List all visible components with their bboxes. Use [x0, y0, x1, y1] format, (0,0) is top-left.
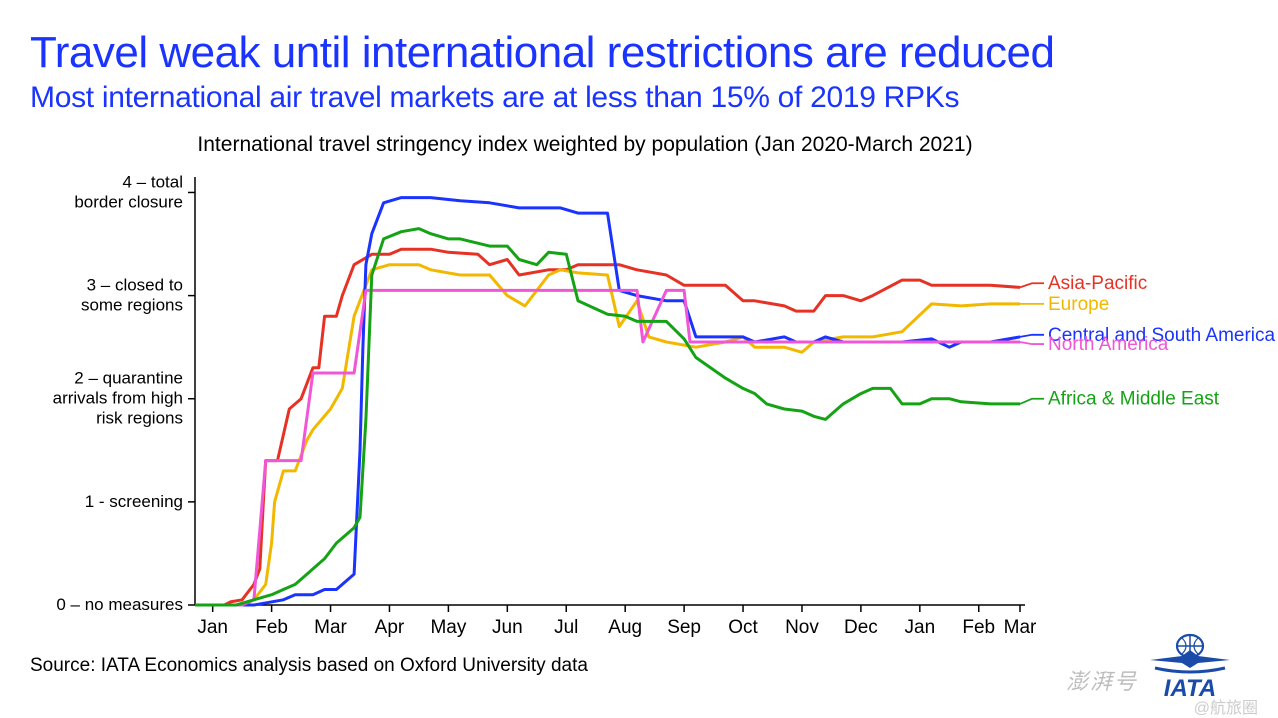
legend-label: Asia-Pacific [1048, 273, 1147, 294]
x-axis-label: Oct [728, 617, 758, 637]
x-axis-label: Feb [962, 617, 995, 637]
y-axis-label: 1 - screening [85, 491, 183, 510]
x-axis-label: Dec [844, 617, 878, 637]
x-axis-label: Sep [667, 617, 701, 637]
x-axis-label: Apr [375, 617, 405, 637]
page-title: Travel weak until international restrict… [30, 28, 1248, 79]
y-axis-label: 2 – quarantine [74, 368, 183, 387]
series-line [195, 197, 1020, 604]
x-axis-label: May [430, 617, 466, 637]
y-axis-label: risk regions [96, 408, 183, 427]
x-axis-label: Jul [554, 617, 578, 637]
x-axis-label: Jan [197, 617, 228, 637]
y-axis-label: 3 – closed to [87, 275, 183, 294]
legend-connector [1020, 342, 1044, 344]
y-axis-label: border closure [74, 192, 183, 211]
chart-title: International travel stringency index we… [170, 133, 1000, 157]
watermark: 澎湃号 [1066, 664, 1138, 696]
x-axis-label: Jun [492, 617, 523, 637]
series-line [195, 228, 1020, 604]
svg-text:IATA: IATA [1164, 675, 1216, 700]
series-line [195, 264, 1020, 604]
x-axis-label: Feb [255, 617, 288, 637]
legend-connector [1020, 283, 1044, 287]
x-axis-label: Mar [314, 617, 347, 637]
legend-label: Europe [1048, 293, 1109, 314]
y-axis-label: 0 – no measures [56, 595, 183, 614]
series-line [195, 290, 1020, 605]
legend-label: North America [1048, 334, 1169, 355]
legend-connector [1020, 334, 1044, 336]
y-axis-label: arrivals from high [53, 388, 183, 407]
x-axis-label: Mar [1004, 617, 1037, 637]
y-axis-label: some regions [81, 295, 183, 314]
legend-connector [1020, 398, 1044, 403]
x-axis-label: Aug [608, 617, 642, 637]
x-axis-label: Nov [785, 617, 819, 637]
page-subtitle: Most international air travel markets ar… [30, 81, 1248, 115]
x-axis-label: Jan [905, 617, 936, 637]
series-line [195, 249, 1020, 605]
line-chart: 0 – no measures 1 - screening 2 – quaranti… [30, 167, 1278, 637]
chart-area: 0 – no measures 1 - screening 2 – quaranti… [30, 167, 1248, 637]
y-axis-label: 4 – total [123, 172, 184, 191]
iata-logo: IATA [1140, 630, 1240, 700]
legend-label: Africa & Middle East [1048, 388, 1220, 409]
